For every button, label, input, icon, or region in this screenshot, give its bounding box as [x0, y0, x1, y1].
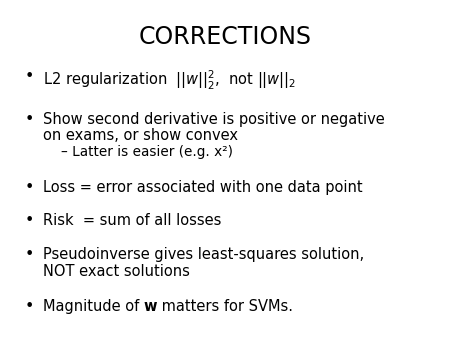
Text: – Latter is easier (e.g. x²): – Latter is easier (e.g. x²)	[61, 145, 233, 159]
Text: CORRECTIONS: CORRECTIONS	[139, 25, 311, 49]
Text: matters for SVMs.: matters for SVMs.	[157, 299, 293, 314]
Text: Pseudoinverse gives least-squares solution,: Pseudoinverse gives least-squares soluti…	[43, 247, 364, 262]
Text: •: •	[25, 112, 34, 126]
Text: w: w	[144, 299, 157, 314]
Text: •: •	[25, 299, 34, 314]
Text: Loss = error associated with one data point: Loss = error associated with one data po…	[43, 180, 362, 195]
Text: •: •	[25, 247, 34, 262]
Text: Show second derivative is positive or negative: Show second derivative is positive or ne…	[43, 112, 384, 126]
Text: NOT exact solutions: NOT exact solutions	[43, 264, 189, 279]
Text: on exams, or show convex: on exams, or show convex	[43, 128, 238, 143]
Text: Magnitude of: Magnitude of	[43, 299, 144, 314]
Text: Risk  = sum of all losses: Risk = sum of all losses	[43, 213, 221, 228]
Text: •: •	[25, 213, 34, 228]
Text: L2 regularization  $||w||_2^2$,  not $||w||_2$: L2 regularization $||w||_2^2$, not $||w|…	[43, 69, 296, 93]
Text: •: •	[25, 69, 34, 84]
Text: •: •	[25, 180, 34, 195]
